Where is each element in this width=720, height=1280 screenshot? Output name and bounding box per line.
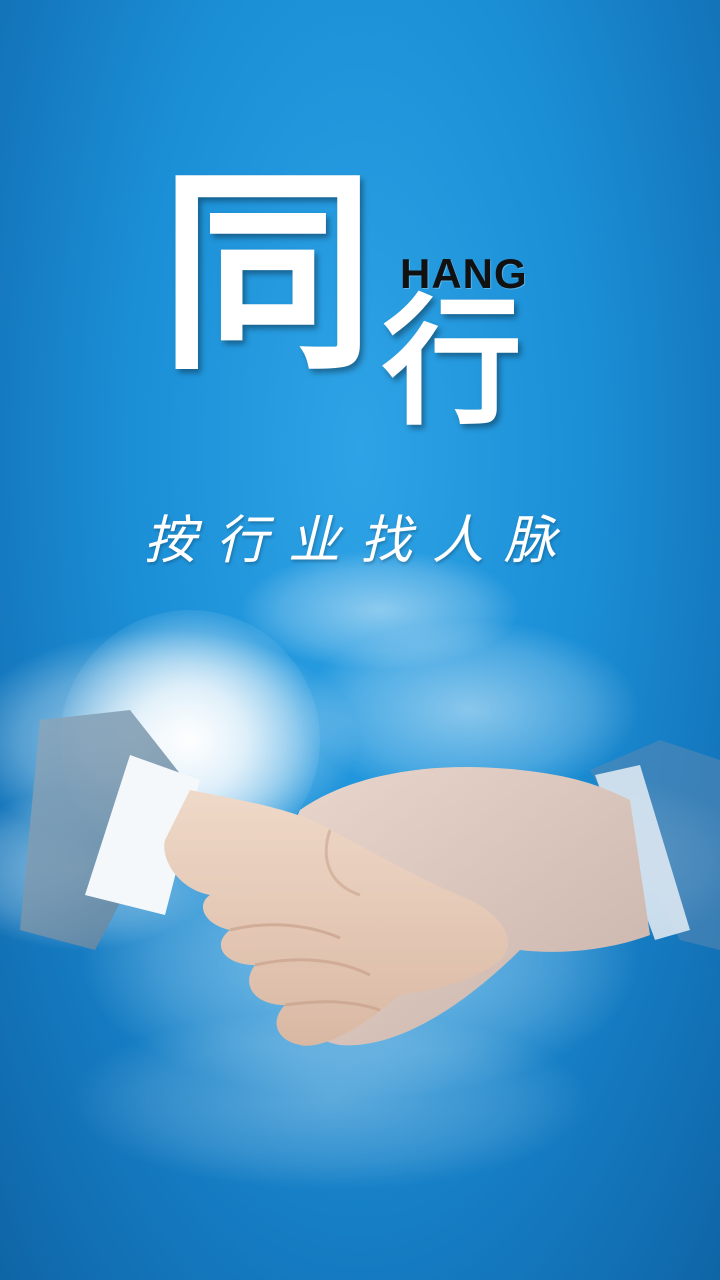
- app-logo: 同 HANG 行: [160, 165, 560, 435]
- logo-char-main: 同: [160, 146, 375, 399]
- handshake-image: [20, 710, 720, 1046]
- logo-latin-text: HANG: [400, 250, 528, 297]
- logo-char-secondary: 行: [382, 281, 523, 445]
- slogan-text: 按行业找人脉: [143, 511, 576, 571]
